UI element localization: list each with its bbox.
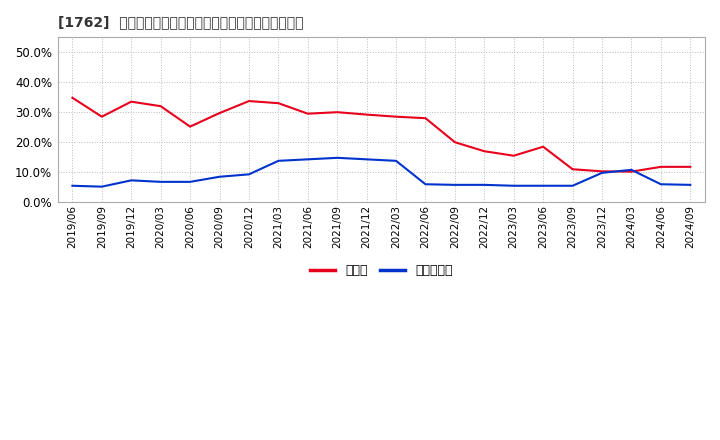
現顔金	[245, 99, 253, 104]
有利子負債	[539, 183, 547, 188]
現顔金	[186, 124, 194, 129]
現顔金	[539, 144, 547, 149]
現顔金	[392, 114, 400, 119]
現顔金	[686, 164, 695, 169]
有利子負債	[245, 172, 253, 177]
有利子負債	[657, 182, 665, 187]
有利子負債	[392, 158, 400, 164]
現顔金	[303, 111, 312, 116]
Text: [1762]  現顔金、有利子負債の総資産に対する比率の推移: [1762] 現顔金、有利子負債の総資産に対する比率の推移	[58, 15, 303, 29]
有利子負債	[480, 182, 489, 187]
現顔金	[362, 112, 371, 117]
有利子負債	[303, 157, 312, 162]
有利子負債	[68, 183, 77, 188]
現顔金	[568, 167, 577, 172]
現顔金	[156, 103, 165, 109]
有利子負債	[510, 183, 518, 188]
Legend: 現顔金, 有利子負債: 現顔金, 有利子負債	[305, 259, 458, 282]
有利子負債	[186, 179, 194, 184]
有利子負債	[274, 158, 283, 164]
有利子負債	[686, 182, 695, 187]
Line: 有利子負債: 有利子負債	[73, 158, 690, 187]
有利子負債	[451, 182, 459, 187]
現顔金	[421, 116, 430, 121]
現顔金	[215, 110, 224, 116]
有利子負債	[627, 167, 636, 172]
現顔金	[657, 164, 665, 169]
現顔金	[627, 169, 636, 174]
現顔金	[480, 149, 489, 154]
現顔金	[333, 110, 341, 115]
現顔金	[510, 153, 518, 158]
有利子負債	[127, 178, 135, 183]
現顔金	[598, 169, 606, 174]
有利子負債	[97, 184, 106, 189]
現顔金	[127, 99, 135, 104]
有利子負債	[156, 179, 165, 184]
有利子負債	[421, 182, 430, 187]
有利子負債	[215, 174, 224, 180]
現顔金	[68, 95, 77, 100]
現顔金	[451, 139, 459, 145]
現顔金	[97, 114, 106, 119]
有利子負債	[333, 155, 341, 161]
有利子負債	[362, 157, 371, 162]
有利子負債	[598, 170, 606, 176]
Line: 現顔金: 現顔金	[73, 98, 690, 172]
有利子負債	[568, 183, 577, 188]
現顔金	[274, 100, 283, 106]
